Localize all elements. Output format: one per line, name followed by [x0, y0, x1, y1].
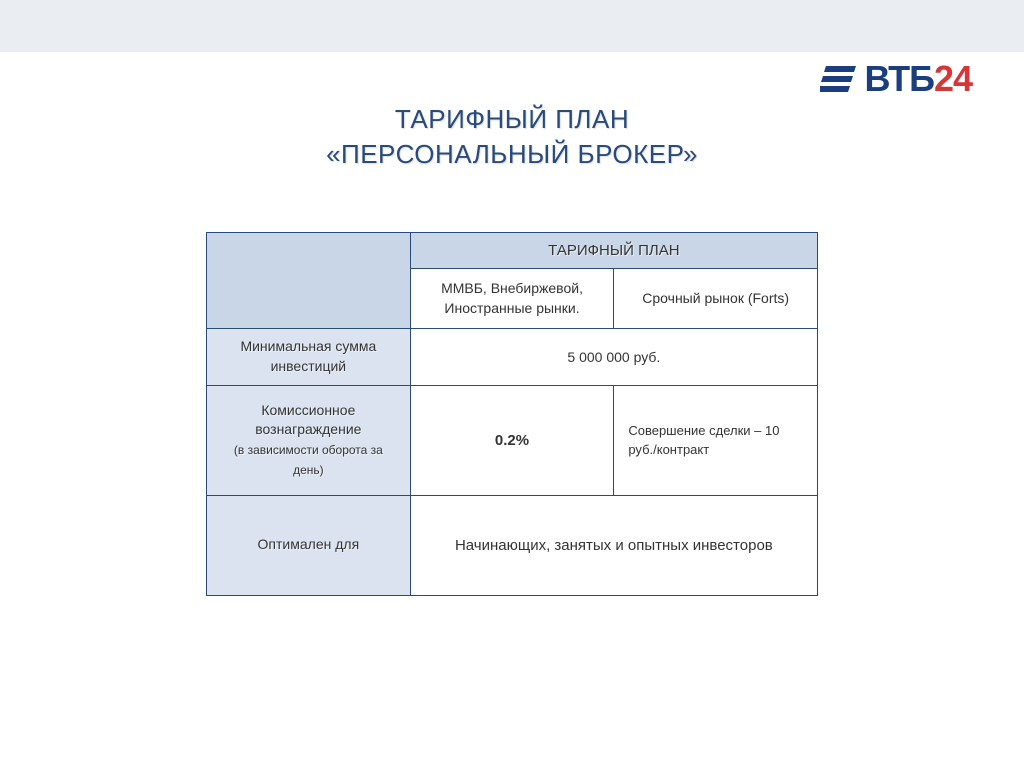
title-line1: ТАРИФНЫЙ ПЛАН — [0, 102, 1024, 137]
row-value: Начинающих, занятых и опытных инвесторов — [410, 495, 817, 595]
subheader-col1: ММВБ, Внебиржевой, Иностранные рынки. — [410, 269, 614, 329]
logo: ВТБ24 — [820, 58, 972, 100]
row-label: Комиссионное вознаграждение (в зависимос… — [207, 385, 411, 495]
row-label: Минимальная сумма инвестиций — [207, 329, 411, 385]
table-header-row: ТАРИФНЫЙ ПЛАН — [207, 233, 818, 269]
subheader-col2: Срочный рынок (Forts) — [614, 269, 818, 329]
header-empty — [207, 233, 411, 329]
logo-vtb: ВТБ — [864, 58, 934, 99]
header-main: ТАРИФНЫЙ ПЛАН — [410, 233, 817, 269]
table-row: Минимальная сумма инвестиций 5 000 000 р… — [207, 329, 818, 385]
row-label-main: Комиссионное вознаграждение — [255, 402, 361, 438]
wing-icon — [820, 64, 856, 94]
row-label-sub: (в зависимости оборота за день) — [234, 443, 383, 477]
logo-text: ВТБ24 — [864, 58, 972, 100]
title-line2: «ПЕРСОНАЛЬНЫЙ БРОКЕР» — [0, 137, 1024, 172]
tariff-table: ТАРИФНЫЙ ПЛАН ММВБ, Внебиржевой, Иностра… — [206, 232, 818, 595]
commission-note: Совершение сделки – 10 руб./контракт — [628, 421, 803, 460]
table-row: Оптимален для Начинающих, занятых и опыт… — [207, 495, 818, 595]
page-title: ТАРИФНЫЙ ПЛАН «ПЕРСОНАЛЬНЫЙ БРОКЕР» — [0, 102, 1024, 172]
row-col1: 0.2% — [410, 385, 614, 495]
row-value: 5 000 000 руб. — [410, 329, 817, 385]
commission-value: 0.2% — [495, 432, 529, 449]
top-bar — [0, 0, 1024, 52]
logo-24: 24 — [934, 58, 972, 99]
row-label: Оптимален для — [207, 495, 411, 595]
row-col2: Совершение сделки – 10 руб./контракт — [614, 385, 818, 495]
table-row: Комиссионное вознаграждение (в зависимос… — [207, 385, 818, 495]
